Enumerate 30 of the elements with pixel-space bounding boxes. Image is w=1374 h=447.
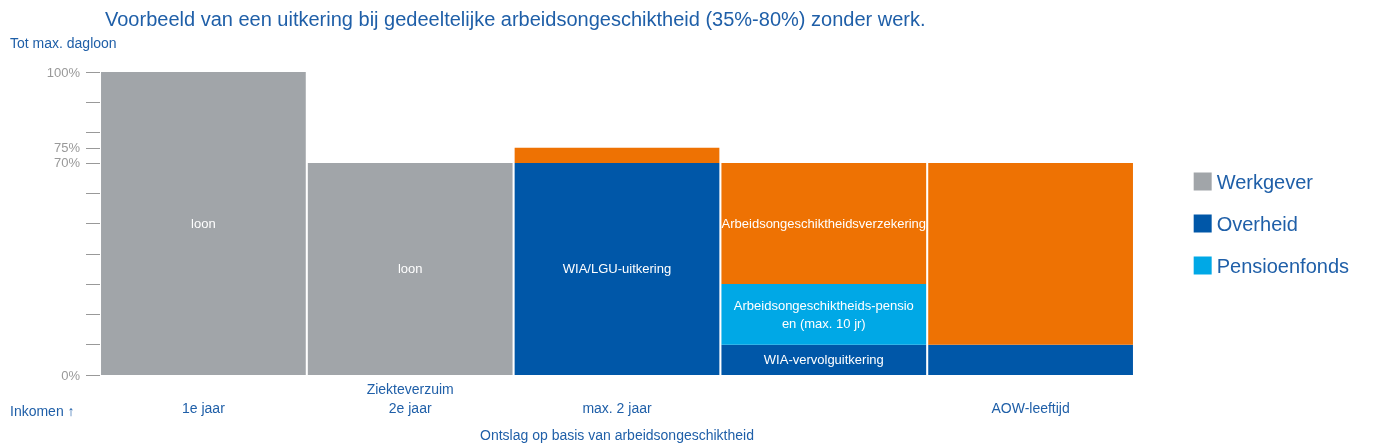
chart-title: Voorbeeld van een uitkering bij gedeeltelijke arbeidsongeschiktheid (35%-80%) zonder werk.	[105, 8, 926, 30]
data-label: Arbeidsongeschiktheidsverzekering	[721, 216, 927, 231]
bar	[928, 344, 1133, 375]
x-tick-label: max. 2 jaar	[582, 400, 652, 416]
y-tick-label: 75%	[53, 140, 81, 156]
data-label: loon	[191, 216, 216, 231]
bar	[101, 72, 306, 375]
bar	[514, 147, 720, 163]
y-axis-title: Tot max. dagloon	[10, 35, 117, 51]
data-label: WIA-vervolguitkering	[763, 352, 884, 368]
data-label: WIA/LGU-uitkering	[562, 261, 672, 277]
annotation: Arbeidsongeschiktheids-pensioen (max. 10 jr)	[733, 297, 914, 331]
y-tick-label: 0%	[61, 367, 81, 383]
legend-label: Overheid	[1216, 212, 1298, 235]
text: Ziekteverzuim	[366, 381, 454, 397]
y-tick-label: 70%	[53, 155, 81, 171]
bar	[514, 162, 720, 375]
bar	[721, 162, 927, 285]
bar	[928, 162, 1133, 345]
bar	[721, 284, 927, 345]
y-tick-label: 100%	[46, 64, 81, 80]
x-tick-label: AOW-leeftijd	[991, 400, 1070, 416]
x-tick-label: 2e jaar	[388, 400, 432, 416]
bar	[307, 162, 513, 375]
legend-label: Pensioenfonds	[1216, 254, 1349, 277]
data-label: loon	[397, 261, 423, 277]
text: Inkomen ↑	[10, 403, 75, 419]
legend-label: Werkgever	[1216, 170, 1314, 193]
text: Ontslag op basis van arbeidsongeschiktheid	[480, 427, 754, 443]
x-tick-label: 1e jaar	[181, 400, 226, 416]
